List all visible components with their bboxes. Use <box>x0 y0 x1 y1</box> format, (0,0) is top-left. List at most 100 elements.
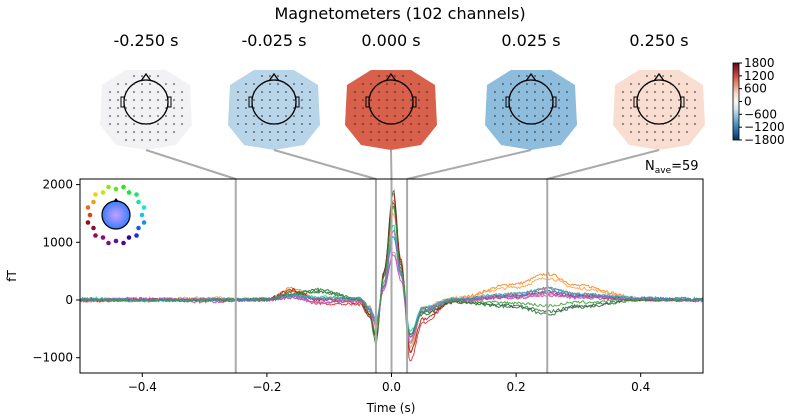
sensor-dot <box>526 115 528 117</box>
sensor-dot <box>558 91 560 93</box>
sensor-dot <box>269 91 271 93</box>
sensor-dot <box>534 139 536 141</box>
sensor-dot <box>638 139 640 141</box>
sensor-dot <box>558 131 560 133</box>
sensor-dot <box>510 91 512 93</box>
sensor-dot <box>378 139 380 141</box>
sensor-dot <box>686 91 688 93</box>
sensor-dot <box>301 123 303 125</box>
sensor-dot <box>518 75 520 77</box>
sensor-dot <box>394 123 396 125</box>
sensor-dot <box>261 91 263 93</box>
sensor-color-dot <box>141 220 147 225</box>
sensor-dot <box>394 131 396 133</box>
topomap-time-label: 0.025 s <box>501 31 560 50</box>
sensor-dot <box>277 131 279 133</box>
sensor-dot <box>654 123 656 125</box>
left-ear-icon <box>120 96 125 108</box>
sensor-dot <box>678 107 680 109</box>
sensor-dot <box>526 123 528 125</box>
sensor-dot <box>678 123 680 125</box>
sensor-dot <box>638 131 640 133</box>
sensor-dot <box>534 83 536 85</box>
sensor-dot <box>630 99 632 101</box>
sensor-dot <box>157 131 159 133</box>
sensor-dot <box>125 83 127 85</box>
sensor-dot <box>285 91 287 93</box>
sensor-dot <box>518 99 520 101</box>
sensor-dot <box>149 123 151 125</box>
sensor-dot <box>670 115 672 117</box>
sensor-dot <box>269 83 271 85</box>
sensor-dot <box>638 107 640 109</box>
sensor-dot <box>402 107 404 109</box>
sensor-dot <box>245 115 247 117</box>
sensor-dot <box>426 99 428 101</box>
sensor-dot <box>109 115 111 117</box>
colorbar-tick-label: −1800 <box>744 133 785 147</box>
colorbar-tick-label: −600 <box>744 107 777 121</box>
sensor-dot <box>410 139 412 141</box>
topomap-connector-line <box>273 149 377 180</box>
sensor-dot <box>362 123 364 125</box>
sensor-dot <box>418 99 420 101</box>
sensor-dot <box>277 75 279 77</box>
sensor-dot <box>542 83 544 85</box>
sensor-dot <box>269 123 271 125</box>
sensor-dot <box>566 91 568 93</box>
sensor-color-dot <box>141 205 147 210</box>
sensor-dot <box>378 91 380 93</box>
sensor-dot <box>386 91 388 93</box>
sensor-dot <box>386 123 388 125</box>
sensor-color-dot <box>106 240 111 246</box>
sensor-dot <box>502 99 504 101</box>
sensor-dot <box>410 123 412 125</box>
sensor-dot <box>269 75 271 77</box>
sensor-dot <box>426 107 428 109</box>
sensor-dot <box>173 83 175 85</box>
sensor-dot <box>518 139 520 141</box>
sensor-dot <box>646 99 648 101</box>
sensor-dot <box>149 139 151 141</box>
sensor-dot <box>269 131 271 133</box>
topomap: 0.000 s <box>345 31 437 150</box>
sensor-dot <box>125 139 127 141</box>
sensor-dot <box>293 131 295 133</box>
sensor-dot <box>410 83 412 85</box>
nose-icon <box>268 72 280 82</box>
sensor-dot <box>694 91 696 93</box>
sensor-dot <box>261 99 263 101</box>
sensor-dot <box>558 115 560 117</box>
topomap-connector-line <box>145 149 237 180</box>
sensor-dot <box>402 91 404 93</box>
sensor-dot <box>157 83 159 85</box>
right-ear-icon <box>680 96 685 108</box>
sensor-dot <box>654 99 656 101</box>
sensor-dot <box>261 107 263 109</box>
left-ear-icon <box>633 96 638 108</box>
sensor-dot <box>261 115 263 117</box>
right-ear-icon <box>167 96 172 108</box>
nave-label: Nave=59 <box>645 159 699 176</box>
sensor-dot <box>157 75 159 77</box>
sensor-dot <box>165 131 167 133</box>
sensor-dot <box>362 131 364 133</box>
sensor-color-dot <box>126 190 132 195</box>
topomap-field <box>613 70 705 150</box>
sensor-dot <box>678 139 680 141</box>
sensor-dot <box>386 83 388 85</box>
sensor-dot <box>630 131 632 133</box>
sensor-color-dot <box>139 212 145 218</box>
sensor-dot <box>662 139 664 141</box>
sensor-dot <box>518 131 520 133</box>
sensor-dot <box>285 139 287 141</box>
sensor-dot <box>173 107 175 109</box>
sensor-dot <box>354 123 356 125</box>
sensor-dot <box>149 131 151 133</box>
sensor-dot <box>253 83 255 85</box>
sensor-dot <box>109 123 111 125</box>
sensor-dot <box>418 91 420 93</box>
sensor-dot <box>245 91 247 93</box>
sensor-dot <box>518 107 520 109</box>
sensor-dot <box>686 131 688 133</box>
